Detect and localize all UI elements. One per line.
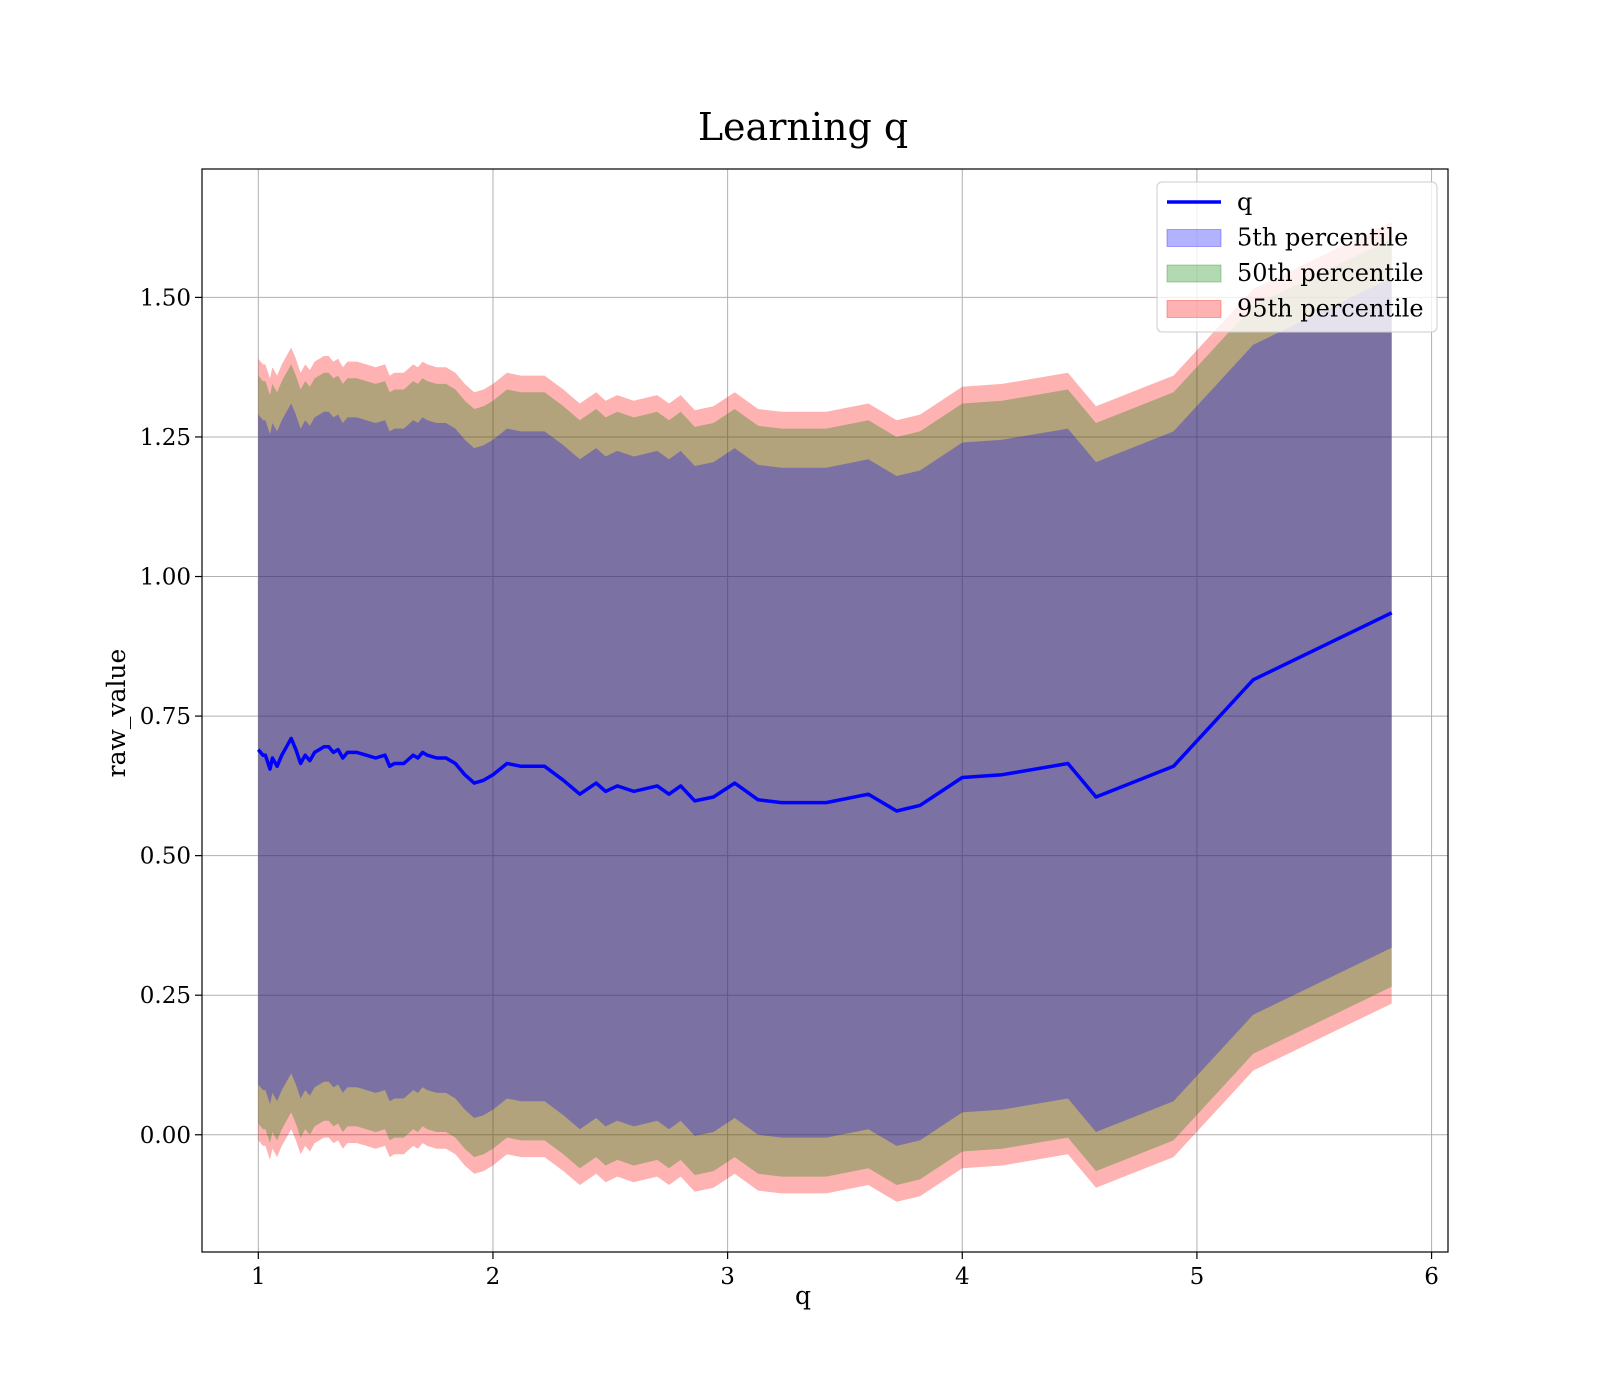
y-tick-label: 1.25	[140, 425, 191, 451]
x-tick-label: 6	[1424, 1264, 1439, 1290]
band-50th-percentile	[258, 238, 1392, 1186]
y-axis-ticks: 0.00 0.25 0.50 0.75 1.00 1.25 1.50	[140, 285, 202, 1149]
plot-background	[202, 169, 1448, 1252]
x-tick-label: 4	[955, 1264, 970, 1290]
percentile-bands	[258, 222, 1392, 1202]
x-tick-label: 1	[251, 1264, 266, 1290]
band-5th-percentile	[258, 277, 1392, 1146]
x-axis-label: q	[795, 1281, 811, 1310]
legend-label: q	[1237, 188, 1252, 216]
q-line-layer	[256, 611, 1393, 813]
chart-title: Learning q	[698, 105, 908, 149]
y-tick-label: 1.50	[140, 285, 191, 311]
legend-label: 95th percentile	[1237, 295, 1424, 323]
x-axis-ticks: 1 2 3 4 5 6	[251, 1252, 1439, 1290]
y-tick-label: 0.75	[140, 704, 191, 730]
band-95th-percentile	[258, 222, 1392, 1202]
legend-label: 50th percentile	[1237, 259, 1424, 287]
plot-area	[201, 168, 1449, 1253]
gridlines	[202, 169, 1448, 1252]
q-line	[256, 611, 1393, 813]
x-tick-label: 5	[1190, 1264, 1205, 1290]
y-tick-label: 0.50	[140, 844, 191, 870]
y-tick-label: 0.00	[140, 1123, 191, 1149]
legend-swatch-band	[1166, 300, 1222, 318]
y-tick-label: 1.00	[140, 565, 191, 591]
legend-swatch-band	[1166, 264, 1222, 283]
legend-box	[1156, 181, 1438, 333]
legend-swatch-band	[1166, 229, 1222, 247]
plot-frame	[201, 168, 1449, 1253]
x-tick-label: 2	[486, 1264, 501, 1290]
legend: q 5th percentile 50th percentile 95th perce…	[1156, 181, 1438, 333]
y-tick-label: 0.25	[140, 983, 191, 1009]
y-axis-label: raw_value	[102, 649, 131, 778]
x-tick-label: 3	[720, 1264, 735, 1290]
legend-label: 5th percentile	[1237, 224, 1408, 252]
